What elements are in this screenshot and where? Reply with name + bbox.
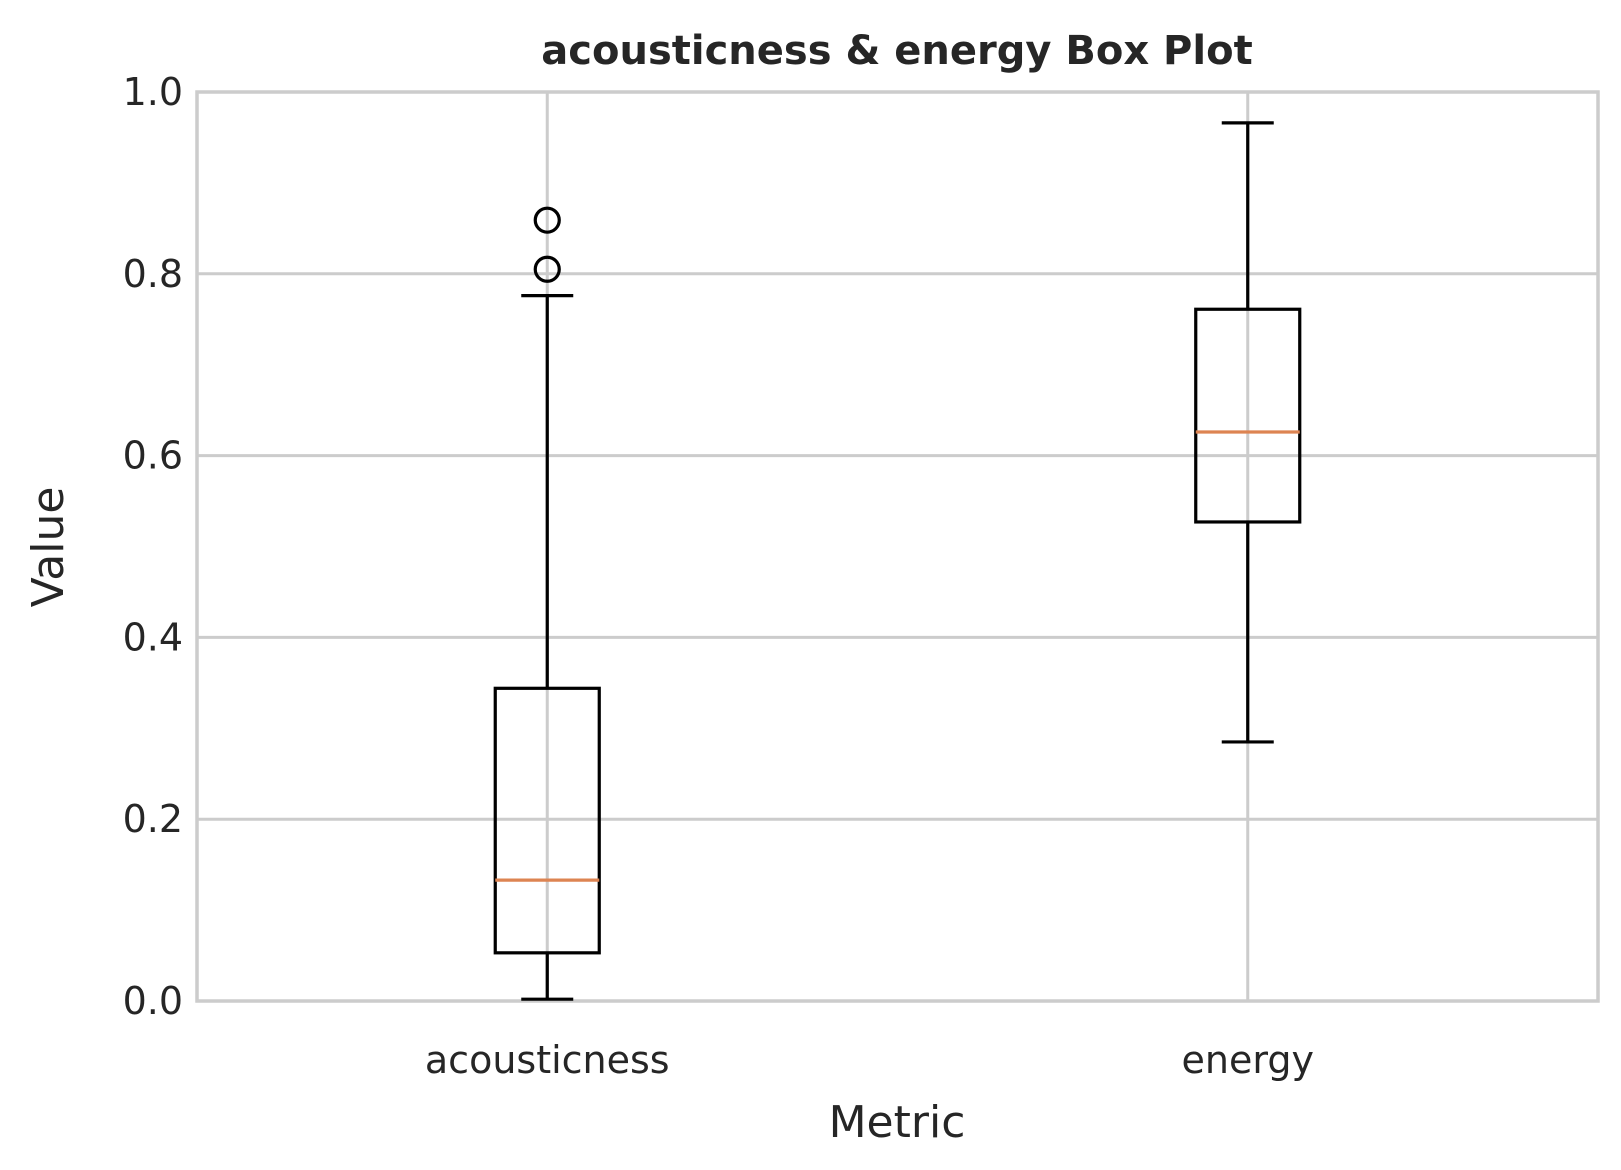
x-tick-label: energy bbox=[1182, 1038, 1314, 1082]
box-energy bbox=[1194, 121, 1302, 744]
x-tick-label: acousticness bbox=[425, 1038, 670, 1082]
y-tick-label: 0.2 bbox=[123, 797, 183, 841]
y-axis-label: Value bbox=[23, 487, 74, 608]
y-tick-label: 0.0 bbox=[123, 979, 183, 1023]
box-acousticness bbox=[493, 206, 601, 1001]
x-axis-ticks: acousticness energy bbox=[425, 1038, 1314, 1082]
y-tick-label: 0.6 bbox=[123, 434, 183, 478]
plot-frame-border bbox=[195, 90, 1600, 1003]
plot-frame bbox=[195, 90, 1600, 1003]
boxes bbox=[493, 121, 1302, 1001]
grid bbox=[197, 90, 1598, 1003]
y-tick-label: 1.0 bbox=[123, 70, 183, 114]
x-axis-label: Metric bbox=[829, 1097, 966, 1148]
iqr-box bbox=[493, 686, 601, 955]
y-tick-label: 0.4 bbox=[123, 615, 183, 659]
y-tick-label: 0.8 bbox=[123, 252, 183, 296]
outlier-point bbox=[533, 255, 561, 283]
outlier-point bbox=[533, 206, 561, 234]
chart-title: acousticness & energy Box Plot bbox=[541, 28, 1252, 74]
iqr-box bbox=[1194, 307, 1302, 524]
y-axis-ticks: 0.0 0.2 0.4 0.6 0.8 1.0 bbox=[123, 70, 183, 1023]
